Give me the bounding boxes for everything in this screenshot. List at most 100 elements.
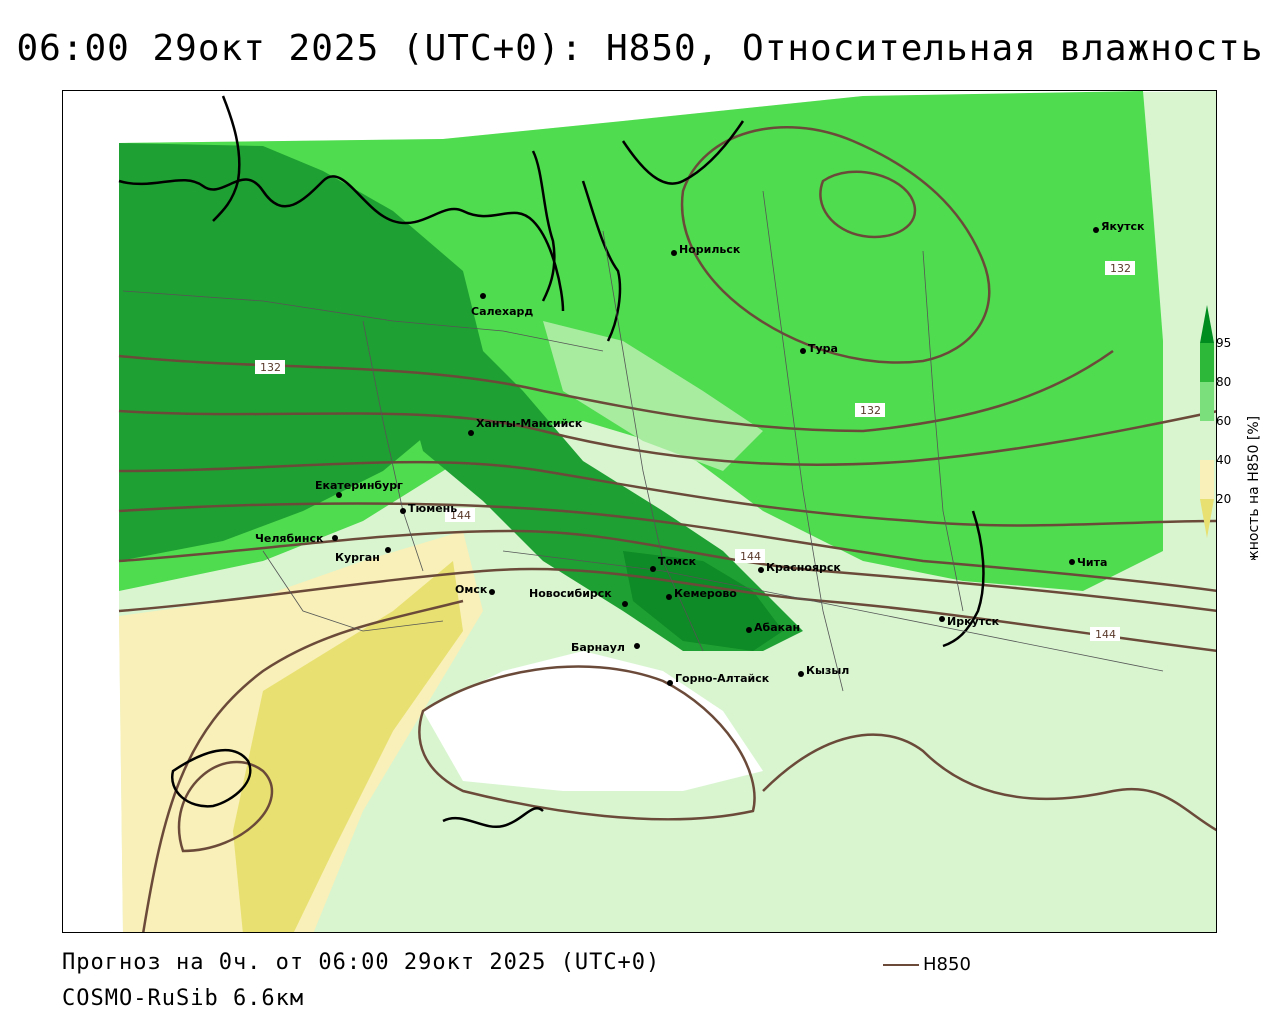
city-label: Норильск (679, 243, 741, 256)
border-line (122, 290, 604, 352)
city-marker (480, 293, 486, 299)
contour-label: 132 (260, 361, 281, 374)
city-label: Чита (1077, 556, 1107, 569)
legend-swatch (1200, 460, 1214, 499)
map-title: 06:00 29окт 2025 (UTC+0): H850, Относите… (16, 28, 1264, 69)
city-label: Якутск (1101, 220, 1145, 233)
contour-legend-swatch (883, 964, 919, 966)
humidity-field-60-patch (543, 321, 763, 471)
legend-colorbar: 95 80 60 40 20 Влажность на H850 [%] (1200, 305, 1262, 590)
legend-title: Влажность на H850 [%] (1246, 416, 1262, 560)
city-marker (622, 601, 628, 607)
coast-line (942, 510, 985, 648)
h850-contours (118, 126, 1216, 932)
model-info: COSMO-RuSib 6.6км (62, 986, 305, 1011)
city-label: Абакан (754, 621, 800, 634)
coast-line (170, 748, 252, 808)
contour-label: 144 (740, 550, 761, 563)
humidity-field-95-south (623, 551, 783, 651)
city-marker (1069, 559, 1075, 565)
border-line (922, 250, 964, 612)
legend-ticks: 95 80 60 40 20 (1216, 336, 1231, 506)
city-label: Новосибирск (529, 587, 612, 600)
city-marker (385, 547, 391, 553)
contour-line (680, 126, 991, 364)
city-marker (939, 616, 945, 622)
cities: Якутск Норильск Салехард Тура Ханты-Манс… (255, 220, 1145, 686)
contour-line (418, 665, 756, 821)
coastlines (118, 95, 985, 829)
legend-swatch (1200, 343, 1214, 382)
contour-line (118, 502, 1216, 592)
coast-line (212, 95, 241, 222)
humidity-field-95-west (119, 143, 483, 561)
contour-labels: 132 132 132 144 144 144 (255, 261, 1135, 641)
city-label: Кызыл (806, 664, 849, 677)
contour-line (762, 733, 1216, 832)
legend-swatch (1200, 421, 1214, 460)
legend-tick: 40 (1216, 453, 1231, 467)
city-marker (650, 566, 656, 572)
coast-line (118, 175, 565, 312)
city-marker (667, 680, 673, 686)
city-label: Кемерово (674, 587, 737, 600)
legend-tick: 80 (1216, 375, 1231, 389)
border-line (262, 550, 444, 632)
border-line (602, 230, 704, 652)
coast-line (621, 120, 745, 185)
city-label: Барнаул (571, 641, 625, 654)
city-label: Ханты-Мансийск (476, 417, 583, 430)
city-marker (489, 589, 495, 595)
legend-tick: 20 (1216, 492, 1231, 506)
contour-line (118, 409, 1216, 466)
map-canvas: 132 132 132 144 144 144 Якутск Норильск … (118, 91, 1216, 932)
border-line (762, 190, 844, 692)
border-line (502, 550, 1164, 672)
humidity-map[interactable]: 132 132 132 144 144 144 Якутск Норильск … (62, 90, 1217, 933)
city-marker (336, 492, 342, 498)
contour-line (142, 599, 464, 932)
legend-tick: 95 (1216, 336, 1231, 350)
contour-line (118, 529, 1216, 613)
city-label: Челябинск (255, 532, 324, 545)
city-label: Иркутск (947, 615, 1000, 628)
city-label: Курган (335, 551, 380, 564)
city-marker (758, 567, 764, 573)
city-label: Красноярск (766, 561, 841, 574)
city-label: Горно-Алтайск (675, 672, 770, 685)
humidity-field-very-dry (233, 561, 463, 932)
legend-swatch (1200, 382, 1214, 421)
contour-label: 132 (1110, 262, 1131, 275)
legend-tick: 60 (1216, 414, 1231, 428)
contour-legend: H850 (883, 954, 1083, 978)
city-label: Тюмень (408, 502, 457, 515)
contour-line (118, 567, 1216, 653)
legend-arrow-top (1200, 305, 1214, 343)
city-marker (800, 348, 806, 354)
city-label: Томск (658, 555, 697, 568)
coast-line (581, 180, 622, 342)
city-marker (332, 535, 338, 541)
city-marker (798, 671, 804, 677)
forecast-info: Прогноз на 0ч. от 06:00 29окт 2025 (UTC+… (62, 950, 661, 975)
city-label: Екатеринбург (315, 479, 403, 492)
humidity-legend: 95 80 60 40 20 Влажность на H850 [%] (1196, 300, 1276, 590)
region-borders (122, 190, 1164, 692)
contour-legend-label: H850 (923, 954, 971, 975)
contour-label: 144 (1095, 628, 1116, 641)
no-data-patch-south (423, 651, 763, 791)
city-marker (400, 508, 406, 514)
contour-label: 132 (860, 404, 881, 417)
contour-line (118, 349, 1114, 433)
city-marker (468, 430, 474, 436)
contour-line (118, 460, 1216, 527)
city-label: Омск (455, 583, 488, 596)
city-label: Салехард (471, 305, 533, 318)
city-label: Тура (808, 342, 838, 355)
city-marker (666, 594, 672, 600)
city-marker (671, 250, 677, 256)
legend-arrow-bottom (1200, 499, 1214, 538)
city-marker (634, 643, 640, 649)
contour-line (819, 170, 917, 239)
city-marker (1093, 227, 1099, 233)
